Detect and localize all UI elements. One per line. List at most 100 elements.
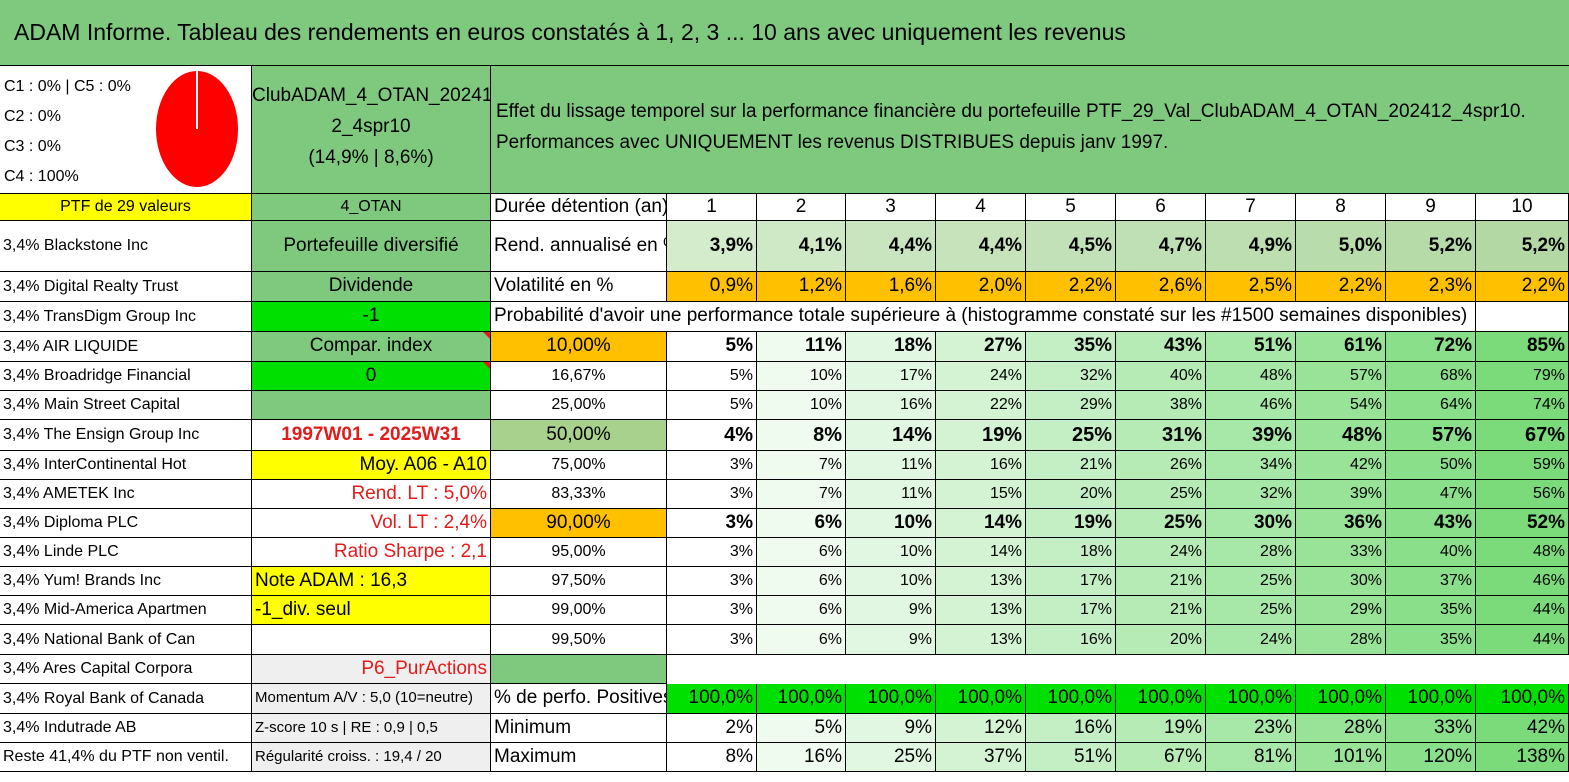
prob-value: 28% bbox=[1206, 538, 1296, 567]
minimum-value: 33% bbox=[1386, 714, 1476, 743]
vol-value: 2,2% bbox=[1476, 272, 1569, 302]
year-header: 6 bbox=[1116, 194, 1206, 221]
prob-value: 40% bbox=[1116, 362, 1206, 391]
prob-threshold: 75,00% bbox=[491, 451, 667, 480]
prob-value: 31% bbox=[1116, 420, 1206, 451]
info-cell: Ratio Sharpe : 2,1 bbox=[252, 538, 491, 567]
prob-value: 30% bbox=[1296, 567, 1386, 596]
prob-value: 14% bbox=[846, 420, 936, 451]
prob-value: 21% bbox=[1026, 451, 1116, 480]
positives-value: 100,0% bbox=[1386, 684, 1476, 714]
info-cell: Portefeuille diversifié bbox=[252, 221, 491, 272]
prob-value: 40% bbox=[1386, 538, 1476, 567]
prob-value: 17% bbox=[846, 362, 936, 391]
prob-value: 34% bbox=[1206, 451, 1296, 480]
vol-value: 2,2% bbox=[1026, 272, 1116, 302]
prob-threshold: 83,33% bbox=[491, 480, 667, 509]
year-header: 8 bbox=[1296, 194, 1386, 221]
year-header: 1 bbox=[667, 194, 757, 221]
holding-row: Reste 41,4% du PTF non ventil. bbox=[0, 743, 252, 772]
prob-value: 59% bbox=[1476, 451, 1569, 480]
prob-value: 10% bbox=[757, 362, 846, 391]
prob-value: 68% bbox=[1386, 362, 1476, 391]
prob-value: 30% bbox=[1206, 509, 1296, 538]
positives-value: 100,0% bbox=[1116, 684, 1206, 714]
vol-value: 1,2% bbox=[757, 272, 846, 302]
blank-green-cell bbox=[491, 655, 667, 684]
vol-value: 2,5% bbox=[1206, 272, 1296, 302]
prob-value: 6% bbox=[757, 538, 846, 567]
prob-value: 36% bbox=[1296, 509, 1386, 538]
prob-threshold: 16,67% bbox=[491, 362, 667, 391]
positives-value: 100,0% bbox=[846, 684, 936, 714]
minimum-value: 23% bbox=[1206, 714, 1296, 743]
year-header: 2 bbox=[757, 194, 846, 221]
prob-value: 33% bbox=[1296, 538, 1386, 567]
rend-value: 5,2% bbox=[1386, 221, 1476, 272]
prob-value: 3% bbox=[667, 480, 757, 509]
page-title: ADAM Informe. Tableau des rendements en … bbox=[0, 0, 1569, 66]
info-cell: P6_PurActions bbox=[252, 655, 491, 684]
info-cell: -1 bbox=[252, 302, 491, 332]
prob-value: 7% bbox=[757, 451, 846, 480]
prob-threshold: 50,00% bbox=[491, 420, 667, 451]
maximum-value: 81% bbox=[1206, 743, 1296, 772]
prob-value: 32% bbox=[1206, 480, 1296, 509]
year-header: 3 bbox=[846, 194, 936, 221]
prob-value: 51% bbox=[1206, 332, 1296, 362]
positives-value: 100,0% bbox=[667, 684, 757, 714]
prob-value: 17% bbox=[1026, 567, 1116, 596]
prob-value: 16% bbox=[846, 391, 936, 420]
positives-value: 100,0% bbox=[1206, 684, 1296, 714]
prob-value: 10% bbox=[846, 567, 936, 596]
prob-value: 37% bbox=[1386, 567, 1476, 596]
prob-value: 28% bbox=[1296, 625, 1386, 655]
prob-value: 48% bbox=[1476, 538, 1569, 567]
year-header: 4 bbox=[936, 194, 1026, 221]
minimum-value: 42% bbox=[1476, 714, 1569, 743]
prob-value: 17% bbox=[1026, 596, 1116, 625]
prob-value: 35% bbox=[1386, 596, 1476, 625]
year-header: 10 bbox=[1476, 194, 1569, 221]
info-cell: Compar. index bbox=[252, 332, 491, 362]
prob-value: 9% bbox=[846, 625, 936, 655]
year-header: 9 bbox=[1386, 194, 1476, 221]
prob-value: 8% bbox=[757, 420, 846, 451]
prob-value: 5% bbox=[667, 391, 757, 420]
prob-value: 13% bbox=[936, 596, 1026, 625]
holding-row: 3,4% Diploma PLC bbox=[0, 509, 252, 538]
category-pie-panel: C1 : 0% | C5 : 0% C2 : 0% C3 : 0% C4 : 1… bbox=[0, 66, 252, 194]
holding-row: 3,4% Indutrade AB bbox=[0, 714, 252, 743]
prob-value: 19% bbox=[1026, 509, 1116, 538]
year-header: 7 bbox=[1206, 194, 1296, 221]
prob-value: 39% bbox=[1206, 420, 1296, 451]
prob-value: 32% bbox=[1026, 362, 1116, 391]
prob-value: 44% bbox=[1476, 596, 1569, 625]
ptf-header: PTF de 29 valeurs bbox=[0, 194, 252, 221]
prob-value: 6% bbox=[757, 509, 846, 538]
rend-value: 5,0% bbox=[1296, 221, 1386, 272]
prob-value: 3% bbox=[667, 538, 757, 567]
prob-threshold: 25,00% bbox=[491, 391, 667, 420]
prob-value: 25% bbox=[1026, 420, 1116, 451]
info-cell: Z-score 10 s | RE : 0,9 | 0,5 bbox=[252, 714, 491, 743]
prob-value: 79% bbox=[1476, 362, 1569, 391]
prob-value: 56% bbox=[1476, 480, 1569, 509]
maximum-value: 101% bbox=[1296, 743, 1386, 772]
prob-value: 18% bbox=[846, 332, 936, 362]
prob-title: Probabilité d'avoir une performance tota… bbox=[491, 302, 1476, 332]
maximum-value: 16% bbox=[757, 743, 846, 772]
rend-value: 4,1% bbox=[757, 221, 846, 272]
prob-threshold: 99,00% bbox=[491, 596, 667, 625]
prob-value: 43% bbox=[1386, 509, 1476, 538]
holding-row: 3,4% Blackstone Inc bbox=[0, 221, 252, 272]
minimum-value: 2% bbox=[667, 714, 757, 743]
holding-row: 3,4% Yum! Brands Inc bbox=[0, 567, 252, 596]
holding-row: 3,4% The Ensign Group Inc bbox=[0, 420, 252, 451]
prob-value: 5% bbox=[667, 332, 757, 362]
prob-value: 6% bbox=[757, 625, 846, 655]
holding-row: 3,4% AMETEK Inc bbox=[0, 480, 252, 509]
prob-value: 24% bbox=[1116, 538, 1206, 567]
prob-value: 64% bbox=[1386, 391, 1476, 420]
